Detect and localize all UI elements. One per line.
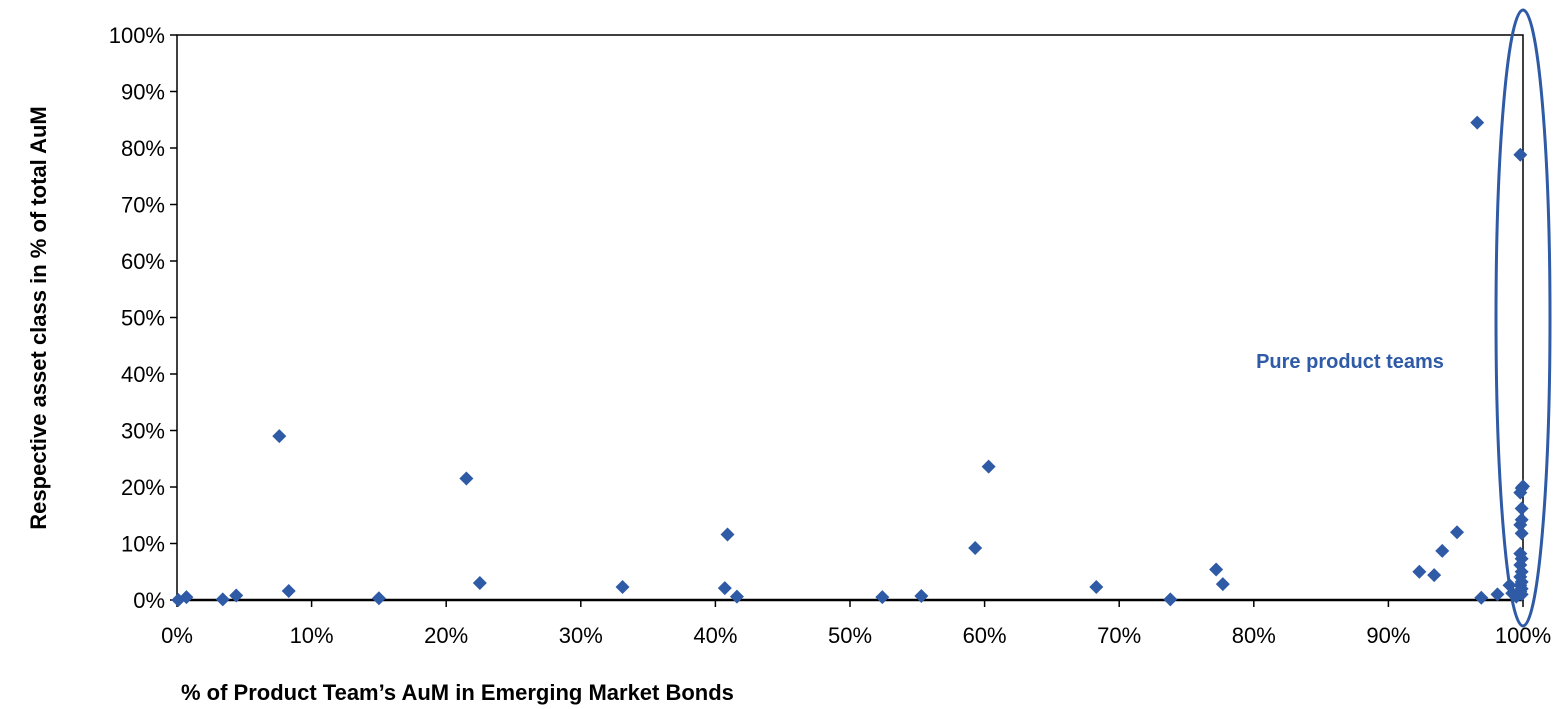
- x-tick-label: 0%: [161, 623, 193, 648]
- data-point: [720, 527, 735, 542]
- data-point: [1470, 115, 1485, 130]
- x-tick-label: 90%: [1366, 623, 1410, 648]
- data-point: [1089, 580, 1104, 595]
- data-point: [981, 459, 996, 474]
- data-point: [1412, 564, 1427, 579]
- data-point: [914, 589, 929, 604]
- data-point: [717, 581, 732, 596]
- y-tick-label: 0%: [133, 588, 165, 613]
- data-point: [272, 429, 287, 444]
- data-point: [729, 589, 744, 604]
- data-point: [229, 588, 244, 603]
- data-point: [1513, 147, 1528, 162]
- data-point: [968, 541, 983, 556]
- x-axis-ticks: 0% 10% 20% 30% 40% 50% 60% 70% 80% 90% 100%: [161, 600, 1551, 648]
- x-tick-label: 70%: [1097, 623, 1141, 648]
- data-point: [1450, 525, 1465, 540]
- plot-area-frame: [176, 34, 1524, 601]
- x-tick-label: 60%: [963, 623, 1007, 648]
- data-point: [281, 583, 296, 598]
- data-point: [1427, 568, 1442, 583]
- y-tick-label: 60%: [121, 249, 165, 274]
- data-point: [875, 590, 890, 605]
- data-point: [215, 592, 230, 607]
- data-point: [459, 471, 474, 486]
- y-tick-label: 20%: [121, 475, 165, 500]
- data-point: [1514, 501, 1529, 516]
- y-tick-label: 70%: [121, 193, 165, 218]
- data-point: [1513, 485, 1528, 500]
- data-point: [1490, 587, 1505, 602]
- x-tick-label: 50%: [828, 623, 872, 648]
- data-point: [1474, 590, 1489, 605]
- data-point: [615, 580, 630, 595]
- y-axis-title: Respective asset class in % of total AuM: [26, 106, 51, 529]
- y-tick-label: 90%: [121, 80, 165, 105]
- x-tick-label: 20%: [424, 623, 468, 648]
- data-point: [1513, 517, 1528, 532]
- y-tick-label: 50%: [121, 306, 165, 331]
- data-point: [371, 591, 386, 606]
- annotation-label: Pure product teams: [1256, 351, 1444, 373]
- x-tick-label: 80%: [1232, 623, 1276, 648]
- y-tick-label: 40%: [121, 362, 165, 387]
- data-point: [179, 590, 194, 605]
- data-point: [1209, 562, 1224, 577]
- x-tick-label: 10%: [290, 623, 334, 648]
- x-axis-title: % of Product Team’s AuM in Emerging Mark…: [181, 680, 734, 705]
- y-tick-label: 80%: [121, 136, 165, 161]
- y-tick-label: 30%: [121, 419, 165, 444]
- data-point: [1163, 592, 1178, 607]
- highlight-ellipse: [1494, 8, 1552, 628]
- data-point: [1514, 587, 1529, 602]
- y-tick-label: 100%: [109, 23, 165, 48]
- data-point: [1514, 526, 1529, 541]
- y-tick-label: 10%: [121, 532, 165, 557]
- data-point: [472, 576, 487, 591]
- data-point: [1435, 543, 1450, 558]
- x-tick-label: 40%: [693, 623, 737, 648]
- data-point: [1215, 577, 1230, 592]
- x-tick-label: 30%: [559, 623, 603, 648]
- y-axis-ticks: 0% 10% 20% 30% 40% 50% 60% 70% 80% 90% 100%: [109, 23, 177, 613]
